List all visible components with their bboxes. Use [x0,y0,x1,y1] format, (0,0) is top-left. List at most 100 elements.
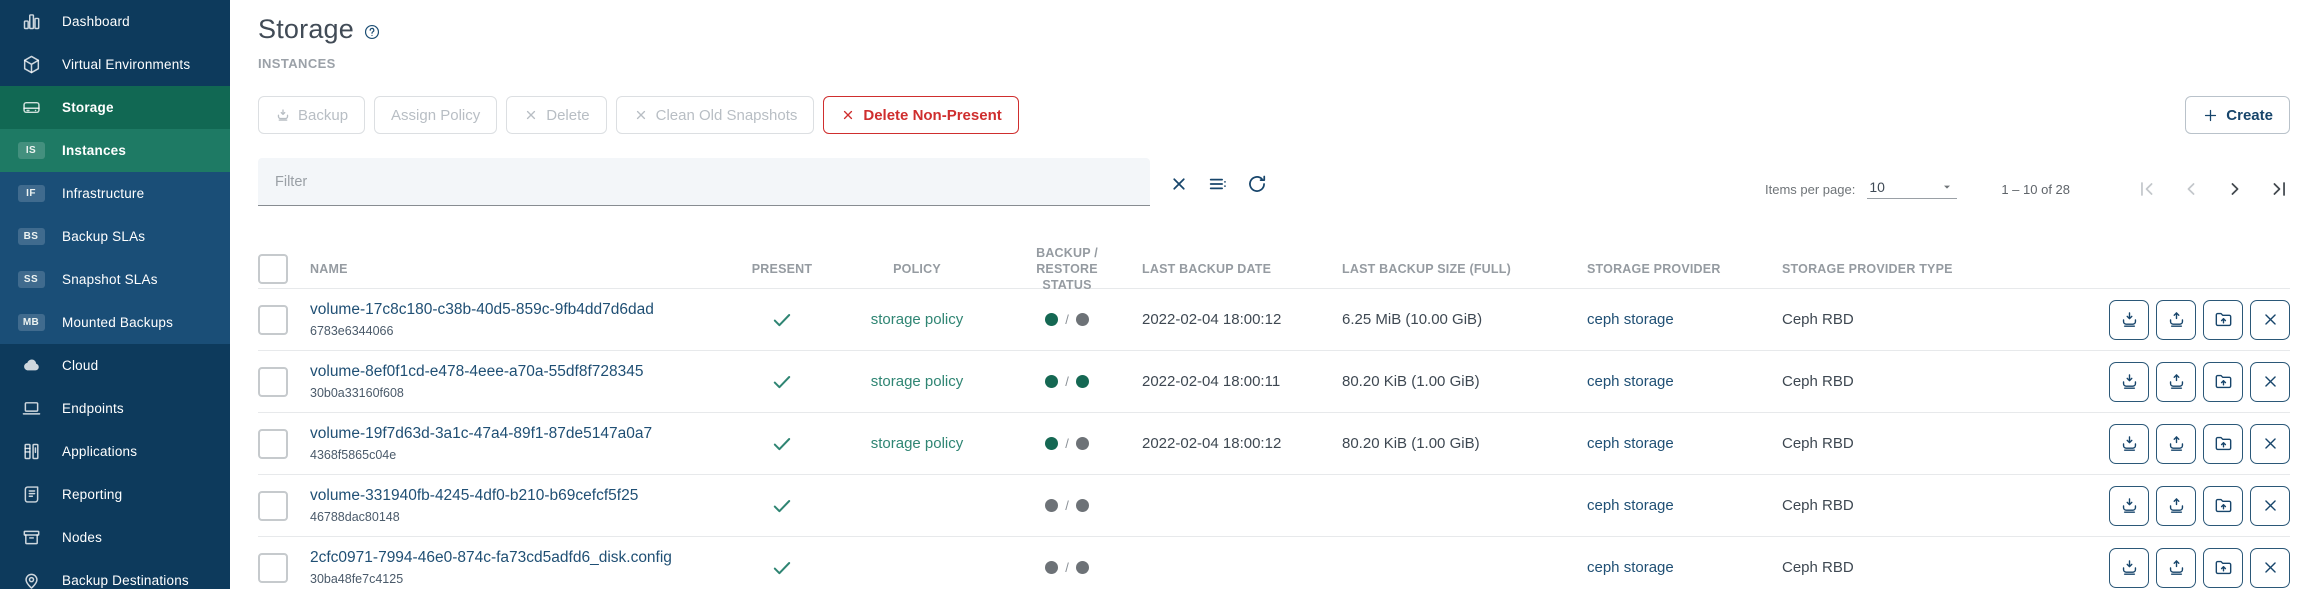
sidebar-item-backup-slas[interactable]: BS Backup SLAs [0,215,230,258]
next-page-button[interactable] [2224,178,2246,200]
clean-old-snapshots-button[interactable]: Clean Old Snapshots [615,96,815,134]
table-row: volume-331940fb-4245-4df0-b210-b69cefcf5… [258,475,2290,537]
policy-link[interactable]: storage policy [870,372,964,390]
create-button[interactable]: Create [2185,96,2290,134]
last-page-button[interactable] [2268,178,2290,200]
cube-icon [0,54,62,75]
row-delete-button[interactable] [2250,299,2290,340]
policy-link[interactable]: storage policy [870,434,964,452]
column-options-icon[interactable] [1207,173,1229,195]
row-backup-button[interactable] [2109,299,2149,340]
instance-id: 4368f5865c04e [310,448,397,462]
row-checkbox[interactable] [258,428,288,459]
instance-name-link[interactable]: volume-19f7d63d-3a1c-47a4-89f1-87de5147a… [310,425,653,442]
row-restore-to-folder-button[interactable] [2203,423,2243,464]
x-icon [633,107,649,123]
sidebar-item-cloud[interactable]: Cloud [0,344,230,387]
items-per-page-select[interactable]: 10 [1867,179,1958,199]
backup-status-dot [1045,375,1059,388]
row-restore-to-folder-button[interactable] [2203,299,2243,340]
row-checkbox[interactable] [258,552,288,583]
instance-name-link[interactable]: volume-17c8c180-c38b-40d5-859c-9fb4dd7d6… [310,301,654,318]
row-checkbox[interactable] [258,304,288,335]
row-checkbox[interactable] [258,366,288,397]
help-icon[interactable] [363,23,381,41]
row-restore-button[interactable] [2156,485,2196,526]
storage-provider-link[interactable]: ceph storage [1587,558,1674,576]
select-all-checkbox[interactable] [258,254,288,284]
column-header-present[interactable]: PRESENT [751,262,813,276]
storage-provider-type: Ceph RBD [1782,373,1854,390]
page-title: Storage [258,14,354,44]
row-backup-button[interactable] [2109,485,2149,526]
row-delete-button[interactable] [2250,485,2290,526]
column-header-storage-provider-type[interactable]: STORAGE PROVIDER TYPE [1782,262,1953,276]
previous-page-button[interactable] [2180,178,2202,200]
sidebar-item-endpoints[interactable]: Endpoints [0,387,230,430]
row-restore-button[interactable] [2156,361,2196,402]
column-header-last-backup-size[interactable]: LAST BACKUP SIZE (FULL) [1342,262,1511,276]
column-header-backup-restore-status[interactable]: BACKUP / RESTORE STATUS [1036,245,1098,293]
first-page-button[interactable] [2136,178,2158,200]
instance-name-link[interactable]: volume-331940fb-4245-4df0-b210-b69cefcf5… [310,487,639,504]
restore-status-dot [1075,499,1089,512]
sidebar-item-infrastructure[interactable]: IF Infrastructure [0,172,230,215]
column-header-storage-provider[interactable]: STORAGE PROVIDER [1587,262,1721,276]
row-actions [1982,485,2290,526]
bar-chart-icon [0,11,62,32]
sidebar-item-backup-destinations[interactable]: Backup Destinations [0,559,230,589]
row-delete-button[interactable] [2250,361,2290,402]
sidebar-item-instances[interactable]: IS Instances [0,129,230,172]
x-icon [523,107,539,123]
policy-link[interactable]: storage policy [870,310,964,328]
sidebar-item-storage[interactable]: Storage [0,86,230,129]
storage-provider-link[interactable]: ceph storage [1587,310,1674,328]
toolbar: Backup Assign Policy Delete Clean Old Snaps… [258,96,2290,134]
filter-field[interactable] [258,158,1150,206]
sidebar-item-nodes[interactable]: Nodes [0,516,230,559]
row-restore-button[interactable] [2156,299,2196,340]
column-header-policy[interactable]: POLICY [893,262,941,276]
status-slash: / [1065,312,1069,327]
instance-name-link[interactable]: volume-8ef0f1cd-e478-4eee-a70a-55df8f728… [310,363,644,380]
row-delete-button[interactable] [2250,547,2290,588]
sidebar-item-virtual-environments[interactable]: Virtual Environments [0,43,230,86]
last-backup-date: 2022-02-04 18:00:12 [1142,311,1282,328]
storage-provider-link[interactable]: ceph storage [1587,372,1674,390]
sidebar-item-dashboard[interactable]: Dashboard [0,0,230,43]
status-slash: / [1065,498,1069,513]
column-header-last-backup-date[interactable]: LAST BACKUP DATE [1142,262,1272,276]
row-restore-to-folder-button[interactable] [2203,485,2243,526]
delete-non-present-button[interactable]: Delete Non-Present [823,96,1019,134]
row-restore-to-folder-button[interactable] [2203,547,2243,588]
clear-filter-icon[interactable] [1168,173,1190,195]
row-restore-button[interactable] [2156,423,2196,464]
last-backup-date: 2022-02-04 18:00:11 [1142,373,1281,390]
instance-name-link[interactable]: 2cfc0971-7994-46e0-874c-fa73cd5adfd6_dis… [310,549,672,566]
filter-input[interactable] [273,172,1135,191]
storage-provider-type: Ceph RBD [1782,559,1854,576]
row-backup-button[interactable] [2109,547,2149,588]
row-restore-button[interactable] [2156,547,2196,588]
refresh-icon[interactable] [1246,173,1268,195]
assign-policy-button[interactable]: Assign Policy [374,96,498,134]
storage-provider-link[interactable]: ceph storage [1587,496,1674,514]
is-badge: IS [0,142,62,159]
row-backup-button[interactable] [2109,423,2149,464]
row-backup-button[interactable] [2109,361,2149,402]
sidebar-item-snapshot-slas[interactable]: SS Snapshot SLAs [0,258,230,301]
delete-button[interactable]: Delete [506,96,607,134]
instances-table: NAME PRESENT POLICY BACKUP / RESTORE STA… [258,246,2290,589]
row-restore-to-folder-button[interactable] [2203,361,2243,402]
restore-status-dot [1075,313,1089,326]
column-header-name[interactable]: NAME [310,262,348,276]
row-delete-button[interactable] [2250,423,2290,464]
row-checkbox[interactable] [258,490,288,521]
backup-button[interactable]: Backup [258,96,366,134]
sidebar-item-applications[interactable]: Applications [0,430,230,473]
backup-status-dot [1045,561,1059,574]
sidebar-item-mounted-backups[interactable]: MB Mounted Backups [0,301,230,344]
sidebar-item-reporting[interactable]: Reporting [0,473,230,516]
storage-provider-link[interactable]: ceph storage [1587,434,1674,452]
